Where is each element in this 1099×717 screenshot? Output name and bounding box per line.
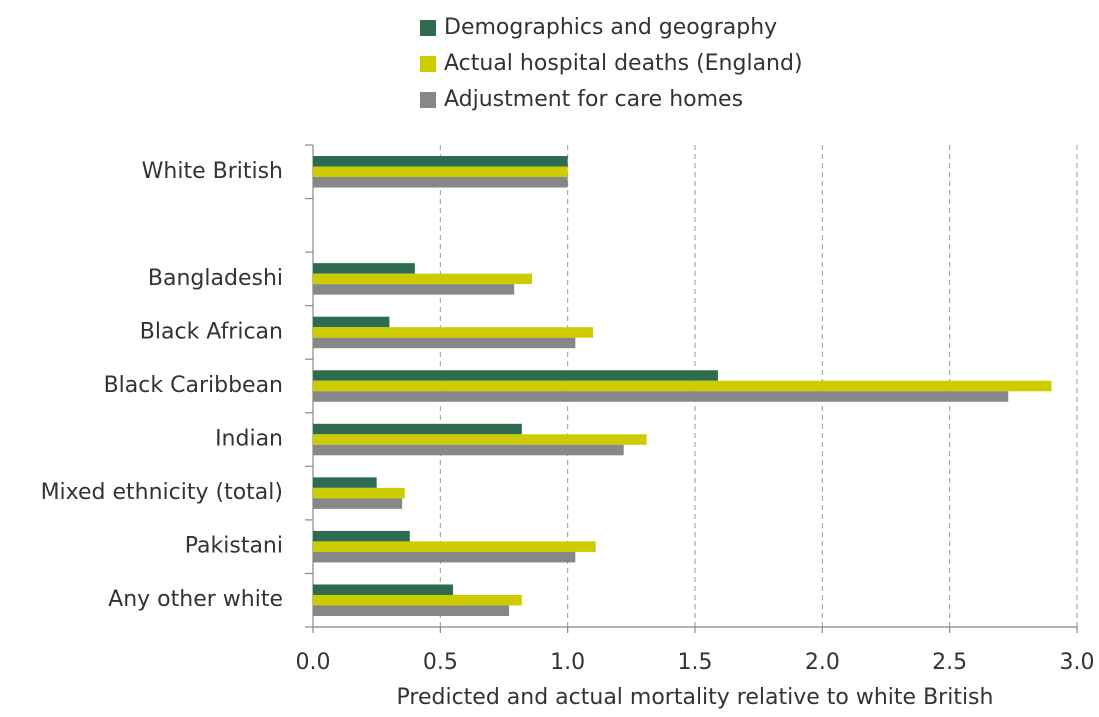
y-tick-label: Mixed ethnicity (total) (41, 480, 283, 505)
y-tick-label: Pakistani (185, 534, 283, 559)
bar (313, 444, 624, 456)
bar (313, 380, 1052, 392)
y-tick-label: Black African (140, 319, 283, 344)
bar (313, 263, 415, 274)
bar (313, 166, 568, 178)
y-tick-label: Bangladeshi (148, 266, 283, 291)
bar (313, 584, 454, 595)
bar (313, 477, 377, 488)
y-tick-label: White British (142, 159, 283, 184)
bar (313, 284, 515, 295)
legend-swatch (420, 92, 436, 108)
bar (313, 391, 1009, 402)
x-tick-label: 2.5 (932, 650, 967, 675)
bar (313, 605, 510, 616)
bar (313, 156, 568, 167)
x-tick-label: 1.5 (678, 650, 713, 675)
legend-label: Actual hospital deaths (England) (444, 51, 803, 76)
legend-swatch (420, 56, 436, 72)
bar (313, 370, 718, 381)
x-tick-label: 1.0 (550, 650, 585, 675)
x-tick-label: 0.0 (296, 650, 331, 675)
bar (313, 434, 647, 445)
bar (313, 337, 576, 349)
x-tick-label: 3.0 (1060, 650, 1095, 675)
legend-swatch (420, 20, 436, 36)
bar (313, 551, 576, 563)
bar (313, 316, 390, 328)
legend-label: Adjustment for care homes (444, 87, 743, 112)
bar (313, 541, 596, 552)
y-tick-label: Any other white (108, 587, 283, 612)
bar (313, 594, 522, 606)
y-tick-label: Black Caribbean (104, 373, 283, 398)
bar (313, 327, 594, 338)
y-tick-label: Indian (215, 427, 283, 452)
x-tick-label: 2.0 (805, 650, 840, 675)
x-tick-label: 0.5 (423, 650, 458, 675)
bar (313, 487, 405, 499)
bar (313, 530, 410, 542)
bar (313, 498, 403, 509)
bar (313, 423, 522, 435)
x-axis-label: Predicted and actual mortality relative … (397, 685, 994, 710)
bar (313, 177, 568, 188)
bar (313, 273, 533, 285)
legend-label: Demographics and geography (444, 15, 777, 40)
